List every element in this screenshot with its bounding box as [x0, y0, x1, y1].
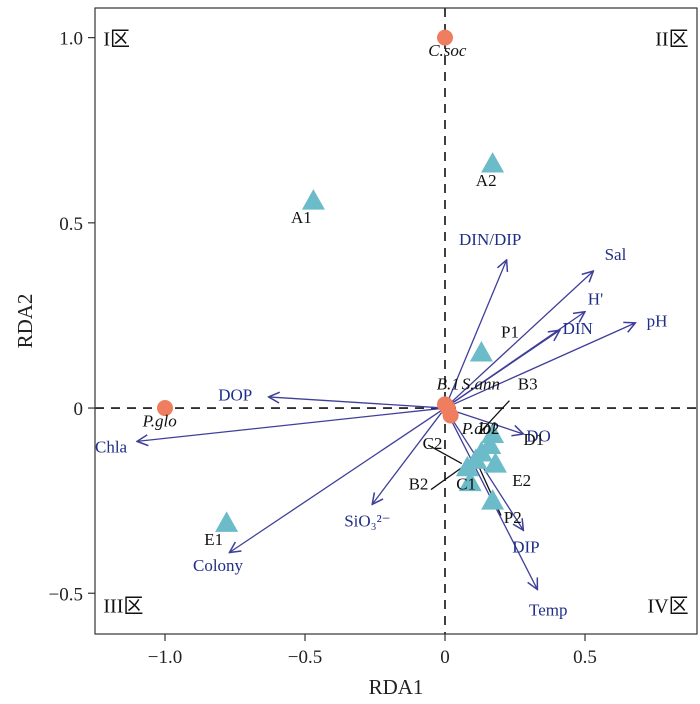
site-label-c2: C2 — [423, 434, 443, 453]
env-label-dip: DIP — [512, 538, 539, 557]
site-point-p2 — [481, 489, 505, 510]
y-axis-title: RDA2 — [13, 294, 37, 349]
axes: −1.0 −0.5 0 0.5 −0.5 0 0.5 1.0 — [49, 29, 597, 668]
quadrant-labels: I区 II区 III区 IV区 — [103, 29, 688, 618]
plot-frame — [94, 7, 698, 635]
env-label-chla: Chla — [95, 437, 128, 456]
env-label-ph: pH — [647, 312, 668, 331]
env-label-do: DO — [526, 426, 551, 445]
env-label-dop: DOP — [218, 386, 252, 405]
species-points — [157, 29, 459, 424]
species-label-s-ann: S.ann — [462, 375, 500, 394]
species-point-p-dol — [442, 407, 459, 424]
env-label-h: H' — [588, 289, 603, 308]
environment-vectors — [137, 260, 635, 590]
x-axis-title: RDA1 — [369, 675, 424, 699]
site-label-e1: E1 — [204, 530, 223, 549]
species-label-p-dol: P.dol — [461, 419, 496, 438]
species-label-c-soc: C.soc — [428, 41, 467, 60]
site-point-e1 — [215, 511, 239, 532]
env-label-din: DIN — [563, 319, 593, 338]
env-vector-chla — [137, 407, 446, 441]
env-vector-do — [444, 407, 523, 434]
species-point-p-glo — [157, 400, 173, 417]
env-label-temp: Temp — [529, 600, 567, 619]
zero-lines — [95, 8, 697, 634]
quadrant-label: II区 — [655, 29, 688, 51]
site-point-a1 — [301, 189, 325, 210]
leader-line — [478, 400, 510, 435]
point-labels: DIN/DIP Sal H' DIN pH DOP Chla DO SiO₃²⁻ DIP Temp C… — [95, 41, 667, 619]
site-point-a2 — [481, 152, 505, 173]
species-label-b-1: B.1 — [437, 375, 460, 394]
x-tick-label: −1.0 — [148, 647, 182, 668]
env-vector-sio — [372, 407, 446, 504]
site-label-a1: A1 — [291, 208, 312, 227]
site-label-d1: D1 — [523, 430, 544, 449]
site-point-b3 — [481, 422, 505, 443]
env-label-din-dip: DIN/DIP — [459, 230, 521, 249]
env-label-sio: SiO₃²⁻ — [344, 512, 390, 531]
env-vector-dop — [269, 397, 446, 409]
site-points — [215, 152, 507, 532]
quadrant-label: III区 — [103, 595, 143, 617]
site-point-c1 — [455, 455, 479, 477]
y-tick-label: 1.0 — [59, 29, 83, 50]
site-point-b2 — [458, 470, 482, 492]
site-label-b2: B2 — [409, 475, 429, 494]
env-vector-dip — [444, 407, 523, 530]
site-point-p1 — [469, 340, 493, 362]
quadrant-label: I区 — [103, 29, 130, 51]
env-vector-ph — [444, 323, 635, 409]
species-label-p-glo: P.glo — [142, 412, 177, 431]
site-point-e2 — [483, 452, 507, 473]
env-vector-sal — [444, 271, 593, 409]
site-label-b3: B3 — [518, 375, 538, 394]
quadrant-label: IV区 — [647, 595, 688, 617]
x-tick-label: −0.5 — [288, 647, 322, 668]
env-label-colony: Colony — [193, 556, 244, 575]
site-label-a2: A2 — [476, 171, 497, 190]
x-tick-label: 0.5 — [573, 647, 597, 668]
env-vector-din-dip — [444, 260, 507, 409]
site-label-p1: P1 — [501, 323, 519, 342]
site-label-p2: P2 — [504, 508, 522, 527]
site-label-e2: E2 — [512, 471, 531, 490]
env-vector-din — [444, 330, 560, 409]
env-vector-colony — [229, 407, 446, 552]
y-tick-label: 0.5 — [59, 214, 83, 235]
leader-line — [427, 444, 463, 465]
y-tick-label: −0.5 — [49, 584, 83, 605]
y-tick-label: 0 — [74, 399, 84, 420]
site-label-c1: C1 — [456, 475, 476, 494]
x-tick-label: 0 — [440, 647, 450, 668]
species-point-c-soc — [437, 29, 453, 46]
site-label-d2: D2 — [479, 419, 500, 438]
env-label-sal: Sal — [605, 245, 627, 264]
